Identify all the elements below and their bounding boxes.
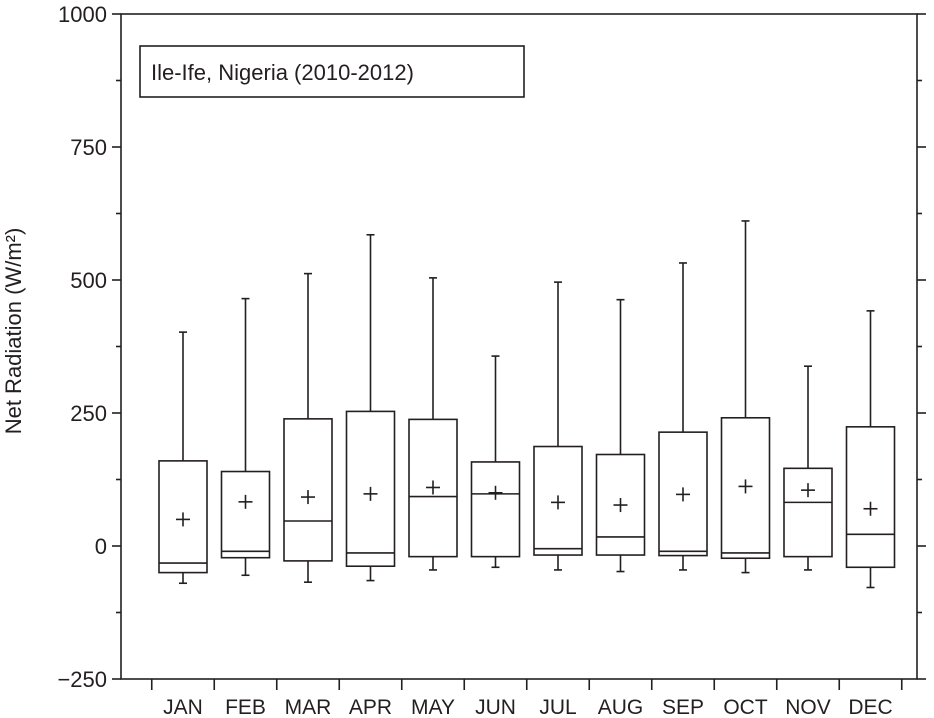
interquartile-box — [720, 416, 771, 560]
y-tick-label: 250 — [70, 401, 107, 426]
interquartile-box — [470, 461, 521, 558]
x-tick-label: MAR — [285, 696, 332, 718]
plot-area-border — [120, 13, 918, 680]
interquartile-box — [345, 410, 396, 568]
y-tick-label: 1000 — [58, 2, 107, 27]
box-jan — [158, 331, 208, 585]
x-tick-label: DEC — [848, 696, 892, 718]
box-mar — [283, 272, 333, 583]
box-aug — [595, 298, 646, 573]
interquartile-box — [283, 418, 333, 562]
x-tick-label: OCT — [723, 696, 768, 718]
y-tick-label: −250 — [57, 667, 107, 692]
box-jul — [533, 281, 583, 571]
x-tick-label: JUN — [475, 696, 516, 718]
y-axis-title: Net Radiation (W/m²) — [1, 228, 26, 435]
x-tick-label: MAY — [411, 696, 455, 718]
box-feb — [220, 297, 271, 577]
interquartile-box — [595, 453, 646, 556]
y-tick-label: 500 — [70, 268, 107, 293]
plot-frame — [120, 13, 918, 680]
annotation-frame — [139, 45, 525, 98]
x-tick-label: FEB — [225, 696, 266, 718]
interquartile-box — [783, 467, 833, 558]
box-apr — [345, 233, 396, 582]
box-may — [408, 277, 458, 571]
box-dec — [845, 310, 896, 589]
x-tick-label: AUG — [598, 696, 644, 718]
x-tick-label: APR — [349, 696, 392, 718]
box-sep — [658, 262, 708, 571]
interquartile-box — [408, 418, 458, 558]
box-series — [158, 220, 896, 589]
x-axis-ticks: JAN FEB MAR APR MAY JUN JUL AUG SEP OCT NOV DEC — [150, 679, 903, 718]
annotation-box: Ile-Ife, Nigeria (2010-2012) — [139, 45, 525, 98]
y-tick-label: 0 — [95, 534, 107, 559]
x-tick-label: JAN — [163, 696, 203, 718]
interquartile-box — [658, 431, 708, 557]
y-tick-label: 750 — [70, 135, 107, 160]
box-oct — [720, 220, 771, 574]
box-nov — [783, 365, 833, 571]
interquartile-box — [845, 426, 896, 569]
y-axis-ticks: −250 0 250 500 750 1000 — [57, 2, 926, 692]
interquartile-box — [158, 460, 208, 574]
box-jun — [470, 355, 521, 569]
x-tick-label: SEP — [662, 696, 704, 718]
x-tick-label: NOV — [785, 696, 831, 718]
annotation-text: Ile-Ife, Nigeria (2010-2012) — [151, 60, 414, 85]
x-tick-label: JUL — [539, 696, 576, 718]
interquartile-box — [220, 470, 271, 559]
interquartile-box — [533, 445, 583, 556]
